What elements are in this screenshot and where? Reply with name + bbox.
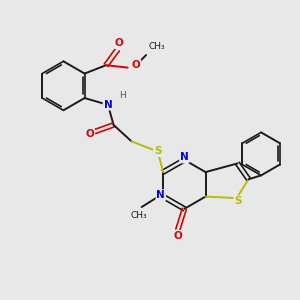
Text: N: N <box>156 190 165 200</box>
Text: O: O <box>132 60 140 70</box>
Text: O: O <box>85 129 94 139</box>
Text: O: O <box>173 231 182 241</box>
Text: O: O <box>115 38 123 48</box>
Text: CH₃: CH₃ <box>131 211 148 220</box>
Text: H: H <box>119 91 125 100</box>
Text: N: N <box>103 100 112 110</box>
Text: S: S <box>234 196 242 206</box>
Text: S: S <box>154 146 161 156</box>
Text: CH₃: CH₃ <box>148 43 165 52</box>
Text: N: N <box>180 152 189 163</box>
